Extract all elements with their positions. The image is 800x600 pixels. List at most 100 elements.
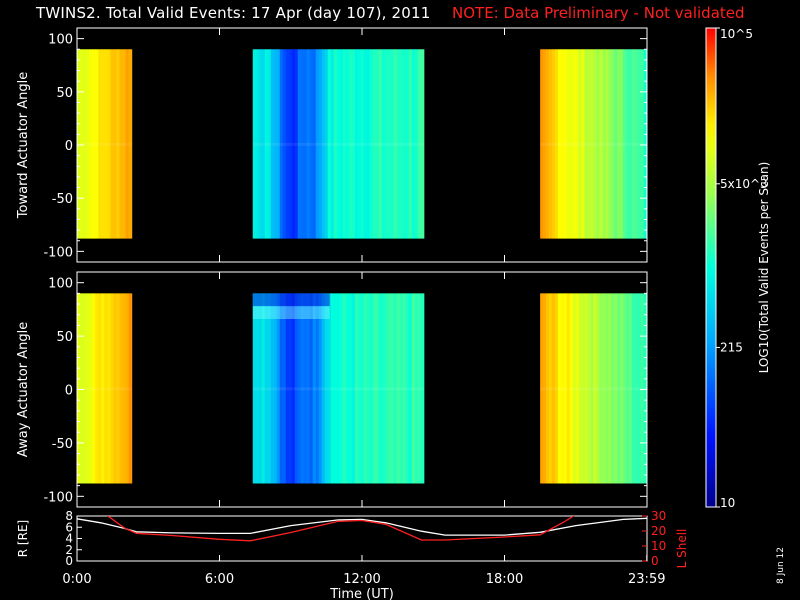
heatmap-column (643, 49, 648, 239)
heatmap-column (273, 293, 278, 484)
heatmap-column (80, 293, 84, 484)
heatmap-column (420, 293, 425, 484)
heatmap-column (282, 49, 287, 239)
heatmap-column (540, 293, 544, 484)
heatmap-column (125, 293, 130, 484)
heatmap-column (614, 293, 618, 484)
heatmap-column (617, 293, 621, 484)
heatmap-column (634, 293, 639, 484)
heatmap-column (587, 49, 592, 239)
y-tick-label: 0 (65, 139, 73, 154)
heatmap-column (300, 49, 305, 239)
high-angle-depletion (252, 293, 330, 307)
heatmap-column (351, 49, 356, 239)
y-tick-label: -100 (43, 490, 73, 505)
heatmap-column (264, 293, 269, 484)
heatmap-column (626, 49, 630, 239)
heatmap-column (306, 293, 311, 484)
heatmap-column (288, 293, 293, 484)
heatmap-column (596, 293, 600, 484)
heatmap-column (399, 49, 404, 239)
data-block (252, 293, 425, 484)
heatmap-column (578, 49, 583, 239)
heatmap-column (294, 293, 299, 484)
heatmap-panel-1: 100 50 0 -50 -100 Toward Actuator Angle (16, 27, 648, 263)
heatmap-column (116, 293, 121, 484)
heatmap-column (98, 49, 102, 239)
heatmap-column (411, 293, 416, 484)
heatmap-column (393, 293, 398, 484)
heatmap-column (354, 293, 359, 484)
heatmap-column (405, 49, 410, 239)
heatmap-column (596, 49, 600, 239)
y-tick-label-left: 4 (65, 532, 73, 546)
heatmap-column (402, 293, 407, 484)
heatmap-column (584, 49, 589, 239)
heatmap-column (288, 49, 293, 239)
heatmap-column (593, 49, 597, 239)
heatmap-column (279, 49, 284, 239)
heatmap-column (628, 293, 633, 484)
heatmap-column (420, 49, 425, 239)
heatmap-column (264, 49, 269, 239)
data-block (77, 49, 133, 239)
heatmap-column (554, 49, 559, 239)
heatmap-column (252, 49, 257, 239)
heatmap-column (640, 49, 645, 239)
heatmap-column (339, 293, 344, 484)
zero-angle-band (540, 142, 647, 146)
heatmap-column (348, 293, 353, 484)
zero-angle-band (252, 142, 424, 146)
zero-angle-band (77, 142, 132, 146)
x-tick-label: 12:00 (343, 572, 380, 587)
heatmap-column (408, 49, 413, 239)
heatmap-column (318, 49, 323, 239)
heatmap-column (327, 293, 332, 484)
heatmap-column (345, 49, 350, 239)
heatmap-column (267, 49, 272, 239)
heatmap-column (393, 49, 398, 239)
heatmap-column (336, 293, 341, 484)
heatmap-column (342, 293, 347, 484)
y-tick-label: -100 (43, 245, 73, 260)
heatmap-column (563, 293, 568, 484)
heatmap-column (405, 293, 410, 484)
heatmap-column (354, 49, 359, 239)
heatmap-column (396, 49, 401, 239)
heatmap-column (303, 49, 308, 239)
heatmap-column (623, 49, 627, 239)
heatmap-column (255, 49, 260, 239)
heatmap-column (634, 49, 639, 239)
heatmap-column (77, 49, 81, 239)
preliminary-note: NOTE: Data Preliminary - Not validated (452, 4, 745, 22)
heatmap-column (291, 293, 296, 484)
heatmap-column (372, 293, 377, 484)
heatmap-column (333, 293, 338, 484)
y-axis-label: Away Actuator Angle (16, 322, 31, 457)
x-tick-label: 23:59 (628, 572, 665, 587)
heatmap-column (267, 293, 272, 484)
heatmap-column (414, 293, 419, 484)
heatmap-column (252, 293, 257, 484)
y-tick-label: 50 (56, 86, 73, 101)
heatmap-column (587, 293, 592, 484)
y-tick-label: -50 (52, 192, 73, 207)
heatmap-column (608, 293, 612, 484)
heatmap-column (366, 293, 371, 484)
colorbar-tick-label: 215 (720, 340, 743, 354)
heatmap-column (590, 49, 595, 239)
y-tick-label-left: 0 (65, 554, 73, 568)
heatmap-column (119, 49, 124, 239)
heatmap-column (375, 49, 380, 239)
heatmap-column (258, 293, 263, 484)
heatmap-column (345, 293, 350, 484)
heatmap-column (330, 49, 335, 239)
heatmap-column (279, 293, 284, 484)
heatmap-column (282, 293, 287, 484)
heatmap-column (593, 293, 597, 484)
heatmap-column (119, 293, 124, 484)
heatmap-panel-2: 100 50 0 -50 -100 Away Actuator Angle (16, 271, 648, 508)
heatmap-column (110, 49, 115, 239)
heatmap-column (599, 293, 603, 484)
heatmap-column (381, 293, 386, 484)
